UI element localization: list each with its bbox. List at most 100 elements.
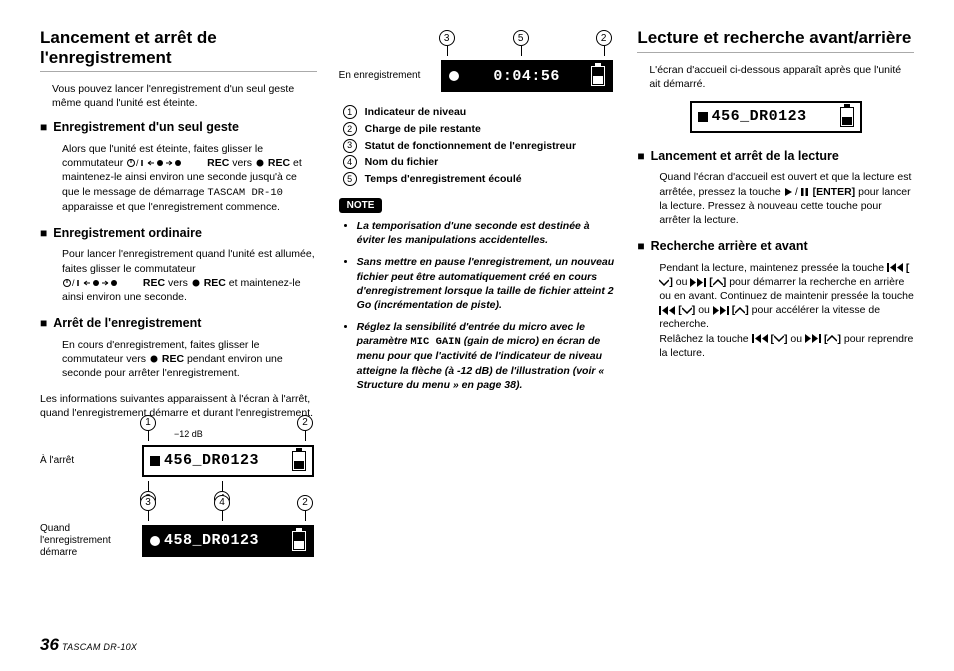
text-fragment: Relâchez la touche xyxy=(659,333,751,345)
enter-label: [ENTER] xyxy=(813,186,856,198)
callout-2: 2 xyxy=(596,30,612,46)
prev-track-icon xyxy=(752,334,768,343)
db-label: −12 dB xyxy=(174,429,203,439)
callout-2: 2 xyxy=(297,415,313,431)
note-tag: NOTE xyxy=(339,198,383,213)
legend-number: 3 xyxy=(343,139,357,153)
text-fragment: apparaisse et que l'enregistrement comme… xyxy=(62,201,280,213)
subheading-stop: ■ Arrêt de l'enregistrement xyxy=(40,316,317,332)
legend-list: 1Indicateur de niveau 2 Charge de pile re… xyxy=(339,104,616,188)
svg-text:/: / xyxy=(72,278,75,288)
rec-circle-icon xyxy=(449,71,459,81)
svg-text:/: / xyxy=(795,187,798,197)
page-number: 36 xyxy=(40,635,59,654)
legend-text: Temps d'enregistrement écoulé xyxy=(365,171,522,188)
legend-item: 5 Temps d'enregistrement écoulé xyxy=(343,171,616,188)
rec-dot-icon xyxy=(191,278,201,288)
lcd-filename: 458_DR0123 xyxy=(164,532,259,549)
subheading-search: ■ Recherche arrière et avant xyxy=(637,239,914,255)
lcd-display-home: 456_DR0123 xyxy=(690,101,862,133)
note-list: La temporisation d'une seconde est desti… xyxy=(339,219,616,400)
down-chevron-icon xyxy=(682,307,692,314)
legend-text: Nom du fichier xyxy=(365,154,439,171)
lcd-label: En enregistrement xyxy=(339,70,431,82)
up-chevron-icon xyxy=(735,307,745,314)
text-fragment: Pendant la lecture, maintenez pressée la… xyxy=(659,262,887,274)
battery-icon xyxy=(292,531,306,551)
rec-label: REC xyxy=(162,353,184,365)
callout-4: 4 xyxy=(214,495,230,511)
rec-dot-icon xyxy=(255,158,265,168)
note-item: Sans mettre en pause l'enregistrement, u… xyxy=(357,255,616,312)
rec-label: REC xyxy=(268,157,290,169)
column-1: Lancement et arrêt de l'enregistrement V… xyxy=(40,28,317,618)
battery-icon xyxy=(292,451,306,471)
lcd-row-stopped: À l'arrêt 1 −12 dB 2 3 4 456_DR0123 xyxy=(40,445,317,477)
note-item: La temporisation d'une seconde est desti… xyxy=(357,219,616,247)
lcd-filename: 456_DR0123 xyxy=(164,452,259,469)
lcd-label: Quand l'enregistrement démarre xyxy=(40,523,132,559)
prev-track-icon xyxy=(887,263,903,272)
subheading-play-stop: ■ Lancement et arrêt de la lecture xyxy=(637,149,914,165)
legend-text: Charge de pile restante xyxy=(365,121,481,138)
square-bullet-icon: ■ xyxy=(637,239,644,255)
next-track-icon xyxy=(713,306,729,315)
text-fragment: vers xyxy=(168,277,191,289)
outro-text: Les informations suivantes apparaissent … xyxy=(40,392,317,420)
legend-item: 3 Statut de fonctionnement de l'enregistr… xyxy=(343,138,616,155)
lcd-block-stopped: 1 −12 dB 2 3 4 456_DR0123 xyxy=(142,445,314,477)
subheading-text: Recherche arrière et avant xyxy=(651,239,808,253)
up-chevron-icon xyxy=(713,279,723,286)
intro-text: L'écran d'accueil ci-dessous apparaît ap… xyxy=(637,63,914,91)
callout-5: 5 xyxy=(513,30,529,46)
sec2-body: Pendant la lecture, maintenez pressée la… xyxy=(637,261,914,360)
play-pause-icon: / xyxy=(784,187,810,197)
battery-icon xyxy=(840,107,854,127)
legend-number: 4 xyxy=(343,155,357,169)
column-2: En enregistrement 3 5 2 0:04:56 1Indicat… xyxy=(339,28,616,618)
legend-text: Statut de fonctionnement de l'enregistre… xyxy=(365,138,576,155)
section-title-recording: Lancement et arrêt de l'enregistrement xyxy=(40,28,317,72)
down-chevron-icon xyxy=(659,279,669,286)
lcd-filename: 456_DR0123 xyxy=(712,108,807,125)
svg-text:/: / xyxy=(136,158,139,168)
rec-label: REC xyxy=(207,157,229,169)
subheading-ordinary: ■ Enregistrement ordinaire xyxy=(40,226,317,242)
subheading-text: Enregistrement d'un seul geste xyxy=(53,120,239,134)
legend-item: 2 Charge de pile restante xyxy=(343,121,616,138)
rec-circle-icon xyxy=(150,536,160,546)
lcd-block-recording: 3 5 2 0:04:56 xyxy=(441,60,613,92)
square-bullet-icon: ■ xyxy=(40,120,47,136)
subheading-text: Lancement et arrêt de la lecture xyxy=(651,149,839,163)
square-bullet-icon: ■ xyxy=(637,149,644,165)
stop-icon xyxy=(698,112,708,122)
startup-message: TASCAM DR-10 xyxy=(207,187,283,199)
note-item: Réglez la sensibilité d'entrée du micro … xyxy=(357,320,616,392)
battery-icon xyxy=(591,66,605,86)
legend-item: 4 Nom du fichier xyxy=(343,154,616,171)
power-rec-switch-icon: / xyxy=(126,158,204,168)
text-fragment: vers xyxy=(232,157,255,169)
subheading-single-gesture: ■ Enregistrement d'un seul geste xyxy=(40,120,317,136)
lcd-row-starting: Quand l'enregistrement démarre 3 4 2 458… xyxy=(40,523,317,559)
legend-text: Indicateur de niveau xyxy=(365,104,467,121)
sec3-body: En cours d'enregistrement, faites glisse… xyxy=(40,338,317,381)
sec1-body: Alors que l'unité est éteinte, faites gl… xyxy=(40,142,317,214)
power-rec-switch-icon: / xyxy=(62,278,140,288)
subheading-text: Arrêt de l'enregistrement xyxy=(53,316,201,330)
square-bullet-icon: ■ xyxy=(40,226,47,242)
lcd-display-starting: 458_DR0123 xyxy=(142,525,314,557)
lcd-display-recording: 0:04:56 xyxy=(441,60,613,92)
legend-number: 2 xyxy=(343,122,357,136)
legend-number: 5 xyxy=(343,172,357,186)
intro-text: Vous pouvez lancer l'enregistrement d'un… xyxy=(40,82,317,110)
next-track-icon xyxy=(690,278,706,287)
down-chevron-icon xyxy=(774,335,784,342)
prev-track-icon xyxy=(659,306,675,315)
lcd-label: À l'arrêt xyxy=(40,455,132,467)
text-fragment: ou xyxy=(698,304,713,316)
model-name: TASCAM DR-10X xyxy=(62,642,137,652)
legend-item: 1Indicateur de niveau xyxy=(343,104,616,121)
next-track-icon xyxy=(805,334,821,343)
rec-label: REC xyxy=(204,277,226,289)
